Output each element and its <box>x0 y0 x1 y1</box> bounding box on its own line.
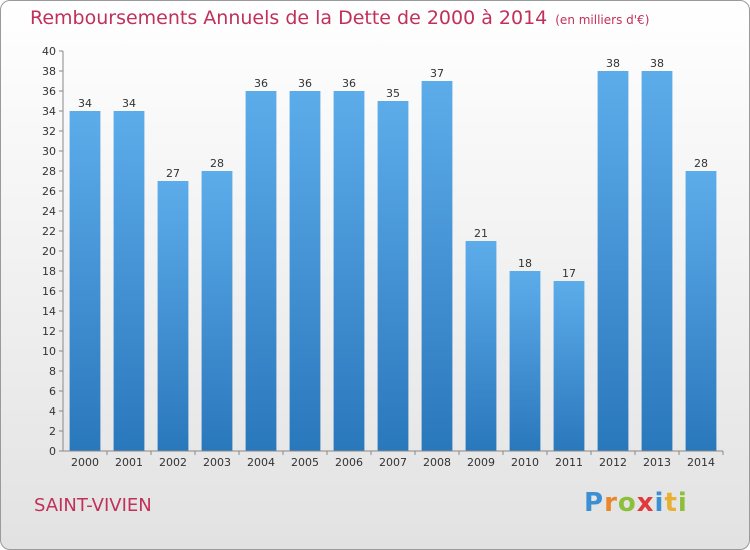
x-tick-label: 2014 <box>687 456 715 469</box>
bar-value-label: 36 <box>254 77 268 90</box>
bar-value-label: 34 <box>78 97 92 110</box>
logo-letter: r <box>604 488 618 518</box>
bar-2002 <box>157 181 189 451</box>
bar-value-label: 28 <box>210 157 224 170</box>
y-tick-label: 26 <box>42 185 56 198</box>
y-tick-label: 20 <box>42 245 56 258</box>
bar-value-label: 37 <box>430 67 444 80</box>
y-tick-label: 28 <box>42 165 56 178</box>
bar-2012 <box>597 71 629 451</box>
x-tick-label: 2011 <box>555 456 583 469</box>
y-tick-label: 6 <box>49 385 56 398</box>
x-tick-label: 2008 <box>423 456 451 469</box>
bar-value-label: 28 <box>694 157 708 170</box>
x-tick-label: 2002 <box>159 456 187 469</box>
bar-value-label: 36 <box>342 77 356 90</box>
logo-letter: t <box>664 488 678 518</box>
bar-2001 <box>113 111 145 451</box>
x-tick-label: 2005 <box>291 456 319 469</box>
y-tick-label: 16 <box>42 285 56 298</box>
bar-2000 <box>69 111 101 451</box>
x-tick-label: 2013 <box>643 456 671 469</box>
y-tick-label: 0 <box>49 445 56 458</box>
logo-letter: P <box>584 488 605 518</box>
place-name: SAINT-VIVIEN <box>34 495 152 516</box>
chart-title: Remboursements Annuels de la Dette de 20… <box>30 7 649 29</box>
y-tick-label: 4 <box>49 405 56 418</box>
y-tick-label: 14 <box>42 305 56 318</box>
bar-2003 <box>201 171 233 451</box>
y-tick-label: 22 <box>42 225 56 238</box>
bar-2011 <box>553 281 585 451</box>
y-tick-label: 2 <box>49 425 56 438</box>
proxiti-logo: Proxiti <box>584 488 688 518</box>
x-tick-label: 2003 <box>203 456 231 469</box>
y-tick-label: 12 <box>42 325 56 338</box>
y-tick-label: 10 <box>42 345 56 358</box>
bar-2008 <box>421 81 453 451</box>
x-tick-label: 2006 <box>335 456 363 469</box>
bar-2014 <box>685 171 717 451</box>
axes: 2000 2001 2002 2003 2004 2005 2006 2007 2008 2009… <box>42 45 724 469</box>
bar-2005 <box>289 91 321 451</box>
x-tick-label: 2004 <box>247 456 275 469</box>
y-tick-label: 18 <box>42 265 56 278</box>
bar-value-label: 38 <box>606 57 620 70</box>
bar-value-label: 35 <box>386 87 400 100</box>
chart-title-text: Remboursements Annuels de la Dette de 20… <box>30 7 548 29</box>
bar-value-label: 38 <box>650 57 664 70</box>
bar-2006 <box>333 91 365 451</box>
y-tick-label: 8 <box>49 365 56 378</box>
bar-value-label: 18 <box>518 257 532 270</box>
y-tick-label: 36 <box>42 85 56 98</box>
y-tick-label: 38 <box>42 65 56 78</box>
logo-letter: i <box>677 488 688 518</box>
bar-value-label: 17 <box>562 267 576 280</box>
logo-letter: o <box>617 488 637 518</box>
bar-2004 <box>245 91 277 451</box>
x-tick-label: 2009 <box>467 456 495 469</box>
bar-2007 <box>377 101 409 451</box>
x-tick-label: 2010 <box>511 456 539 469</box>
y-tick-label: 30 <box>42 145 56 158</box>
y-tick-label: 24 <box>42 205 56 218</box>
bar-2013 <box>641 71 673 451</box>
chart-unit-note: (en milliers d'€) <box>555 13 650 27</box>
bar-2009 <box>465 241 497 451</box>
x-tick-label: 2000 <box>71 456 99 469</box>
bar-value-label: 34 <box>122 97 136 110</box>
bar-value-label: 21 <box>474 227 488 240</box>
x-tick-label: 2001 <box>115 456 143 469</box>
bar-value-label: 27 <box>166 167 180 180</box>
logo-letter: x <box>636 488 655 518</box>
bar-group: 34 34 27 28 36 36 36 35 37 21 18 17 38 38 28 <box>69 57 717 451</box>
y-tick-label: 40 <box>42 45 56 58</box>
y-tick-label: 32 <box>42 125 56 138</box>
logo-letter: i <box>654 488 665 518</box>
bar-value-label: 36 <box>298 77 312 90</box>
y-tick-label: 34 <box>42 105 56 118</box>
x-tick-label: 2007 <box>379 456 407 469</box>
bar-2010 <box>509 271 541 451</box>
x-tick-label: 2012 <box>599 456 627 469</box>
